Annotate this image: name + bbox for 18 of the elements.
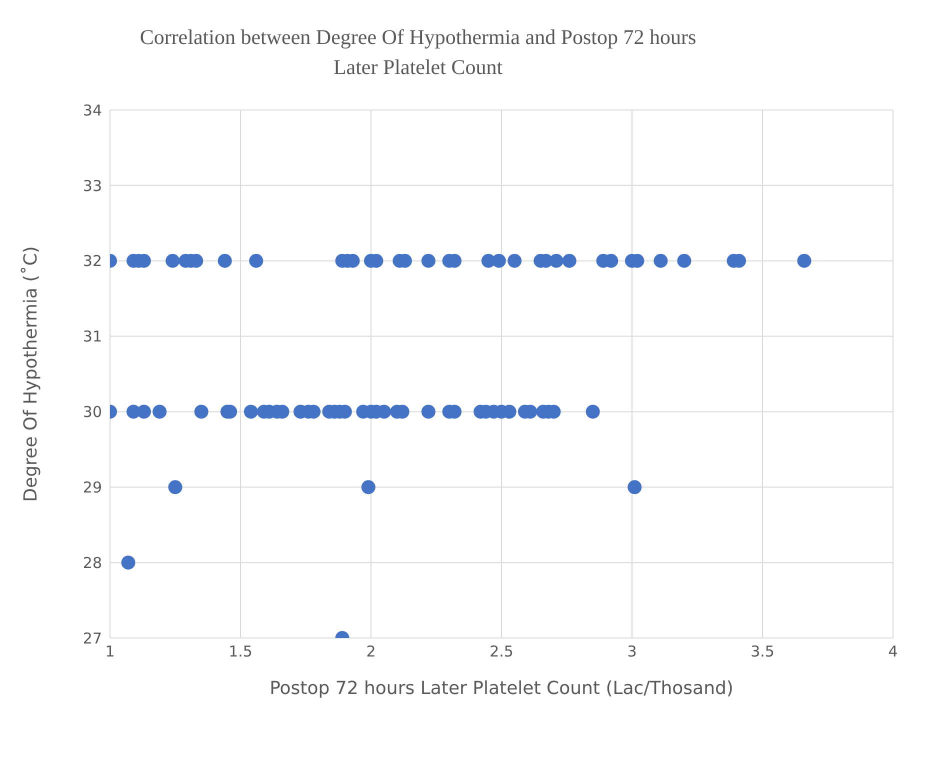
y-tick-label: 27 (82, 629, 102, 648)
chart-title: Correlation between Degree Of Hypothermia and Postop 72 hours Later Platelet Count (138, 24, 698, 81)
y-tick-label: 31 (82, 328, 102, 346)
y-tick-label: 28 (82, 554, 102, 572)
y-axis-title: Degree Of Hypothermia (˚C) (20, 246, 42, 502)
y-tick-label: 30 (82, 403, 102, 422)
x-tick-label: 1 (105, 642, 115, 661)
x-tick-label: 3.5 (750, 642, 774, 661)
x-tick-label: 2.5 (490, 642, 514, 661)
x-tick-label: 2 (366, 642, 376, 661)
x-axis-title: Postop 72 hours Later Platelet Count (Lac/Thosand) (270, 678, 734, 699)
x-tick-label: 4 (888, 642, 898, 661)
x-tick-label: 3 (627, 642, 637, 661)
y-tick-label: 33 (82, 176, 102, 195)
y-tick-label: 29 (82, 478, 102, 496)
x-tick-label: 1.5 (228, 642, 252, 661)
y-tick-label: 34 (82, 101, 102, 120)
y-tick-label: 32 (82, 252, 102, 270)
